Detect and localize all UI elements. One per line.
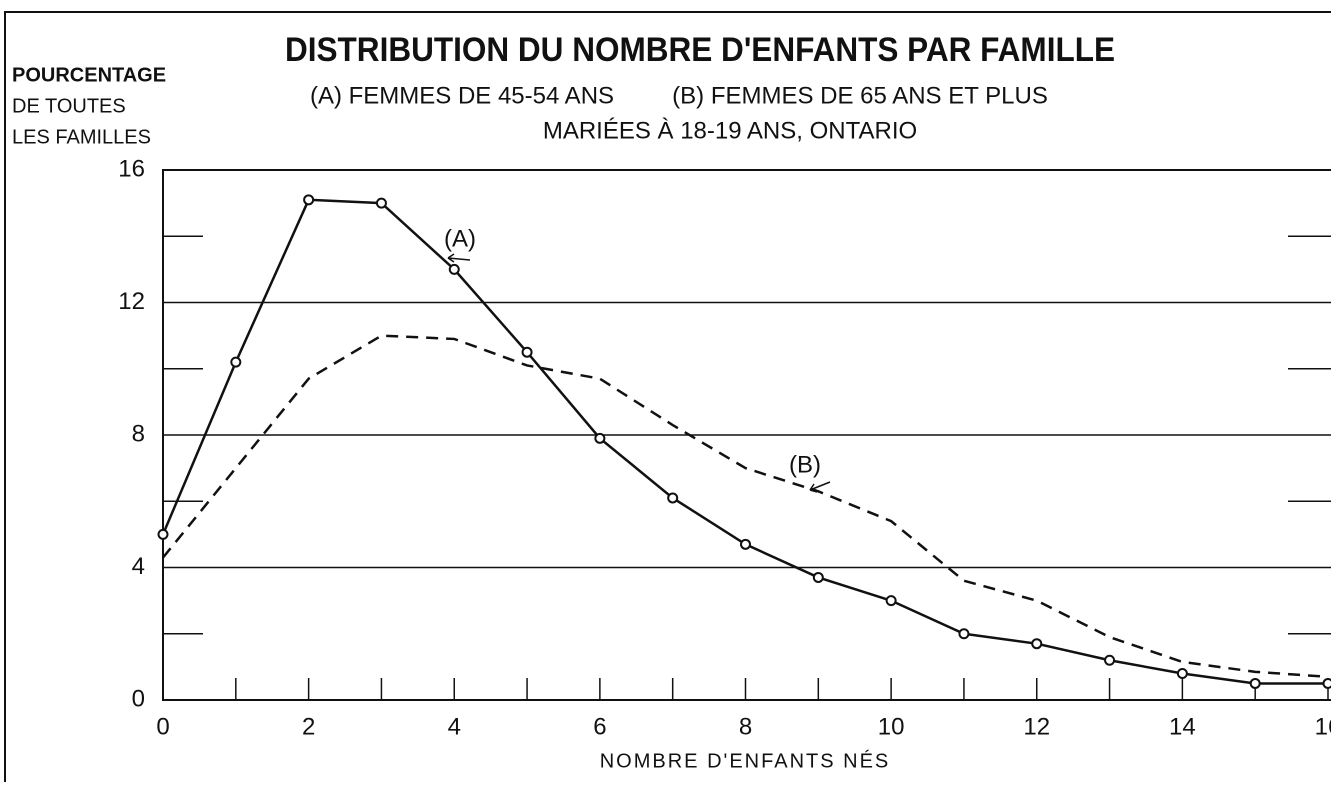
series-line	[163, 336, 1328, 677]
x-axis-label: NOMBRE D'ENFANTS NÉS	[600, 749, 891, 772]
x-tick-label: 6	[593, 713, 606, 740]
point	[595, 434, 604, 443]
y-tick-label: 12	[118, 288, 145, 315]
chart-title: DISTRIBUTION DU NOMBRE D'ENFANTS PAR FAM…	[285, 31, 1115, 69]
x-tick-label: 16	[1315, 713, 1331, 740]
point	[304, 195, 313, 204]
point	[1178, 669, 1187, 678]
x-tick-label: 8	[739, 713, 752, 740]
point	[668, 493, 677, 502]
point	[1032, 639, 1041, 648]
point	[523, 348, 532, 357]
x-tick-label: 12	[1023, 713, 1050, 740]
x-tick-label: 10	[878, 713, 905, 740]
point	[959, 629, 968, 638]
x-tick-label: 0	[156, 713, 169, 740]
y-tick-label: 8	[132, 420, 145, 447]
label-arrow	[448, 254, 470, 262]
point	[1324, 679, 1331, 688]
y-tick-label: 0	[132, 685, 145, 712]
subtitle: (B) FEMMES DE 65 ANS ET PLUS	[672, 82, 1048, 109]
x-tick-label: 2	[302, 713, 315, 740]
x-tick-label: 14	[1169, 713, 1196, 740]
point	[159, 530, 168, 539]
point	[1251, 679, 1260, 688]
point	[1105, 656, 1114, 665]
y-axis-label: LES FAMILLES	[12, 126, 151, 148]
point	[741, 540, 750, 549]
series-label: (A)	[444, 225, 476, 252]
y-tick-label: 4	[132, 553, 145, 580]
y-axis-label: DE TOUTES	[12, 95, 126, 117]
subtitle: MARIÉES À 18-19 ANS, ONTARIO	[543, 117, 917, 144]
x-tick-label: 4	[448, 713, 461, 740]
series-label: (B)	[789, 451, 821, 478]
subtitle: (A) FEMMES DE 45-54 ANS	[310, 82, 614, 109]
point	[450, 265, 459, 274]
y-tick-label: 16	[118, 155, 145, 182]
point	[231, 358, 240, 367]
point	[377, 199, 386, 208]
series-line	[163, 200, 1328, 684]
label-arrow	[810, 482, 830, 492]
point	[887, 596, 896, 605]
point	[814, 573, 823, 582]
y-axis-label: POURCENTAGE	[12, 64, 166, 86]
